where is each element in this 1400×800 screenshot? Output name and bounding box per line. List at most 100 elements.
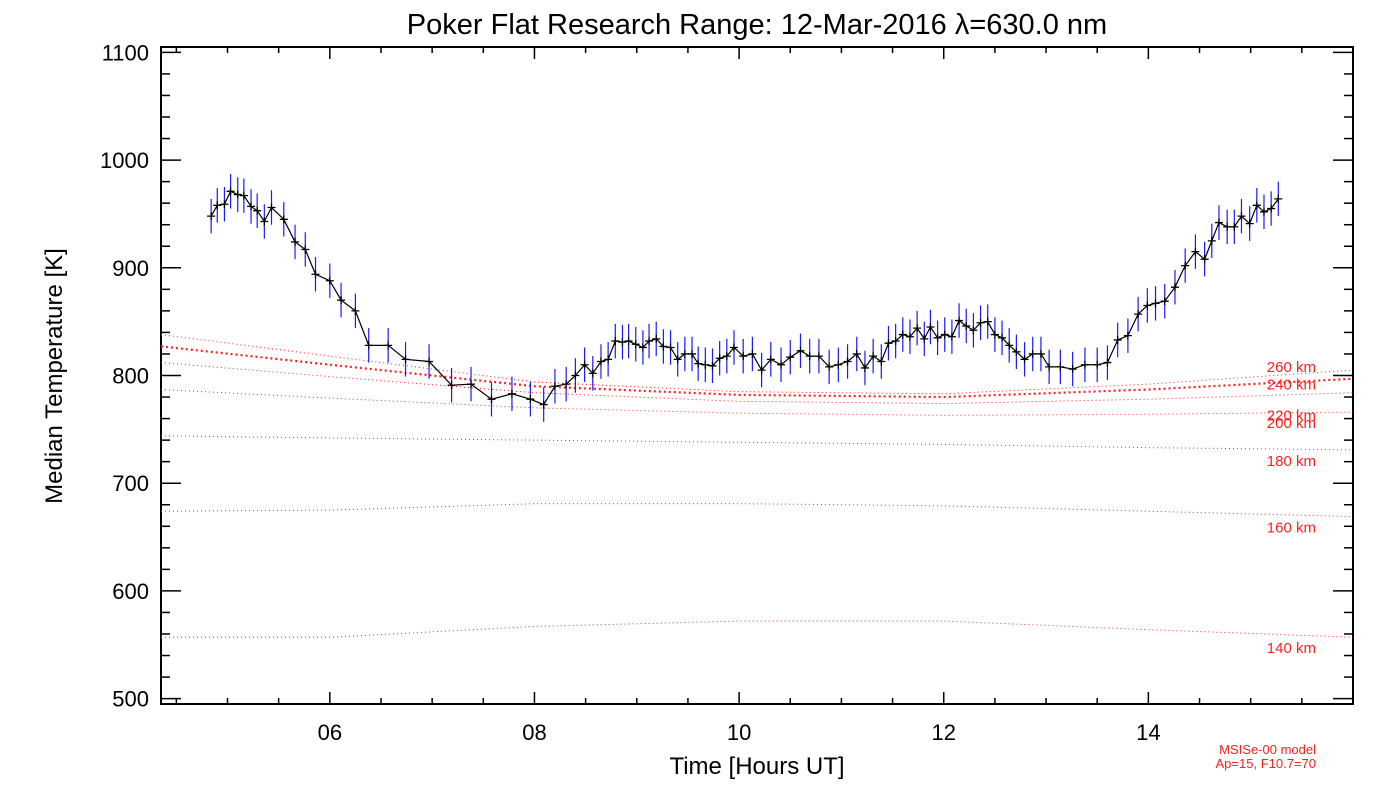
data-point — [673, 355, 682, 364]
data-point — [694, 359, 703, 368]
data-point — [1237, 212, 1246, 221]
data-point — [869, 352, 878, 361]
data-point — [983, 317, 992, 326]
data-point — [1012, 347, 1021, 356]
data-point — [1123, 331, 1132, 340]
y-tick-label: 600 — [112, 579, 149, 604]
model-curve-label: 180 km — [1267, 453, 1316, 470]
data-point — [401, 355, 410, 364]
plot-area: 06 08 10 12 14 500 600 700 800 900 1000 1100 140 km 1… — [100, 40, 1354, 745]
model-curve-160-km — [161, 503, 1353, 518]
data-point — [539, 400, 548, 409]
data-point — [962, 321, 971, 330]
plot-frame — [160, 46, 1354, 705]
data-point — [805, 352, 814, 361]
data-point — [1005, 341, 1014, 350]
data-point — [267, 203, 276, 212]
data-point — [247, 202, 256, 211]
data-point — [1028, 349, 1037, 358]
model-curve-label: 260 km — [1267, 359, 1316, 376]
data-point — [708, 361, 717, 370]
data-point — [947, 332, 956, 341]
data-point — [550, 382, 559, 391]
data-point — [291, 237, 300, 246]
model-curve-label: 220 km — [1267, 408, 1316, 425]
x-axis-label: Time [Hours UT] — [669, 753, 844, 780]
data-point — [786, 353, 795, 362]
data-point — [739, 352, 748, 361]
data-point — [680, 349, 689, 358]
data-point — [729, 343, 738, 352]
data-point — [384, 341, 393, 350]
data-point — [990, 330, 999, 339]
data-point — [891, 337, 900, 346]
data-point — [834, 360, 843, 369]
data-point — [666, 343, 675, 352]
model-curve-label: 140 km — [1267, 640, 1316, 657]
y-tick-label: 500 — [112, 687, 149, 712]
x-tick-label: 12 — [931, 720, 955, 745]
data-point — [701, 360, 710, 369]
data-point — [766, 355, 775, 364]
model-curve-180-km — [161, 435, 1353, 451]
data-point — [976, 318, 985, 327]
data-point — [1245, 219, 1254, 228]
data-point — [688, 349, 697, 358]
data-point — [1020, 355, 1029, 364]
data-point — [1160, 297, 1169, 306]
model-curve-200-km — [161, 389, 1353, 416]
y-tick-label: 800 — [112, 364, 149, 389]
data-point — [777, 360, 786, 369]
data-point — [715, 354, 724, 363]
data-point — [860, 363, 869, 372]
data-point — [301, 245, 310, 254]
data-point — [279, 215, 288, 224]
data-point — [507, 389, 516, 398]
data-point — [213, 201, 222, 210]
data-point — [969, 326, 978, 335]
y-tick-label: 1000 — [100, 148, 149, 173]
data-point — [562, 380, 571, 389]
model-curve-label: 200 km — [1267, 415, 1316, 432]
data-point — [652, 334, 661, 343]
data-point — [1134, 310, 1143, 319]
data-point — [526, 395, 535, 404]
data-point — [1103, 358, 1112, 367]
data-point — [659, 342, 668, 351]
model-curve-260-km — [161, 334, 1353, 395]
data-point — [337, 296, 346, 305]
data-point — [940, 330, 949, 339]
data-point — [1252, 201, 1261, 210]
data-point — [611, 337, 620, 346]
data-point — [487, 395, 496, 404]
data-point — [898, 330, 907, 339]
data-point — [631, 340, 640, 349]
data-point — [1056, 362, 1065, 371]
data-point — [748, 349, 757, 358]
data-point — [233, 190, 242, 199]
data-point — [757, 366, 766, 375]
data-point — [913, 324, 922, 333]
data-point — [1200, 255, 1209, 264]
data-point — [638, 343, 647, 352]
data-point — [1230, 222, 1239, 231]
data-point — [1207, 236, 1216, 245]
data-point — [364, 341, 373, 350]
data-point — [884, 339, 893, 348]
y-tick-label: 700 — [112, 471, 149, 496]
data-point — [580, 360, 589, 369]
model-curve-220-km — [161, 362, 1353, 405]
y-axis-label: Median Temperature [K] — [41, 248, 68, 504]
y-tick-label: 900 — [112, 256, 149, 281]
data-point — [920, 334, 929, 343]
data-point — [1151, 299, 1160, 308]
data-point — [1259, 207, 1268, 216]
data-point — [905, 332, 914, 341]
data-point — [1113, 335, 1122, 344]
model-curve-240-km — [161, 345, 1353, 399]
data-point — [588, 369, 597, 378]
data-point — [447, 381, 456, 390]
data-point — [618, 338, 627, 347]
data-point — [1274, 194, 1283, 203]
data-point — [207, 212, 216, 221]
